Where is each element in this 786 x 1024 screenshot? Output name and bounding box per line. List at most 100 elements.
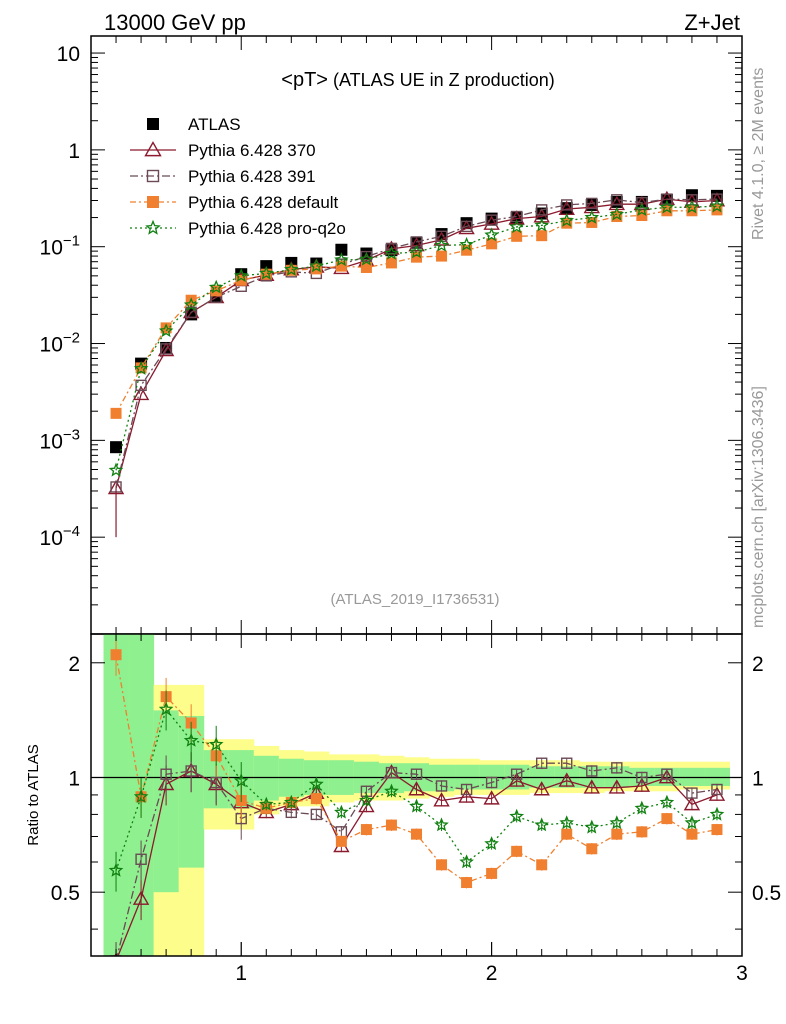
main-y-tick-label: 10−3	[40, 426, 80, 453]
ratio-point-pq2o	[308, 776, 324, 791]
ratio-point-pq2o	[634, 800, 650, 815]
ratio-point-p391	[135, 853, 147, 865]
ratio-point-pq2o	[659, 794, 675, 809]
data-point-p370	[132, 385, 150, 401]
data-point-p391	[661, 193, 673, 205]
legend-label-p370: Pythia 6.428 370	[188, 141, 316, 160]
data-point-pq2o	[709, 198, 725, 213]
ratio-point-p370	[408, 781, 425, 796]
ratio-point-p391	[561, 757, 573, 769]
ratio-point-pdefault	[711, 824, 723, 836]
main-y-tick-exponent: −2	[63, 330, 80, 347]
legend-label-p391: Pythia 6.428 391	[188, 167, 316, 186]
ratio-point-p391	[210, 776, 222, 789]
ratio-point-pq2o	[108, 862, 124, 877]
legend-marker-atlas	[147, 118, 159, 130]
data-point-pdefault	[285, 264, 297, 276]
ratio-point-pq2o	[208, 736, 224, 751]
ratio-point-p391	[385, 766, 398, 779]
data-point-p391	[160, 343, 172, 355]
ratio-point-p391	[435, 780, 448, 792]
ratio-point-pdefault	[661, 813, 673, 825]
ratio-frame	[90, 633, 743, 957]
ratio-point-pdefault	[586, 843, 598, 855]
data-point-pq2o	[559, 212, 575, 227]
ratio-point-pq2o	[534, 817, 550, 832]
data-point-pdefault	[486, 238, 498, 250]
ratio-point-p370	[633, 777, 651, 792]
data-point-pq2o	[534, 217, 550, 232]
ratio-point-pq2o	[459, 854, 474, 869]
ratio-point-p370	[583, 779, 600, 794]
main-data-layer	[107, 189, 726, 538]
data-point-pdefault	[160, 322, 172, 334]
legend: ATLAS Pythia 6.428 370 Pythia 6.428 391 Pyt…	[130, 115, 346, 238]
ratio-point-pq2o	[684, 815, 700, 830]
ratio-y-tick-label-right: 2	[752, 653, 764, 676]
legend-marker-p391	[146, 169, 160, 183]
ratio-point-p370	[608, 779, 626, 794]
data-point-pq2o	[359, 251, 374, 266]
data-point-pdefault	[536, 230, 548, 242]
series-line-p391	[115, 198, 718, 488]
data-point-pq2o	[133, 361, 149, 375]
ratio-point-pdefault	[411, 828, 422, 840]
ratio-point-p370	[508, 772, 525, 787]
data-point-pdefault	[335, 260, 347, 272]
data-point-pq2o	[108, 462, 124, 477]
legend-item-pq2o: Pythia 6.428 pro-q2o	[130, 219, 346, 238]
ratio-point-pq2o	[509, 808, 525, 823]
ratio-point-p391	[160, 768, 172, 780]
main-y-tick-base: 10	[40, 430, 63, 453]
ratio-point-p370	[458, 788, 475, 803]
ratio-y-tick-label-left: 1	[68, 767, 80, 790]
legend-item-p370: Pythia 6.428 370	[130, 141, 316, 160]
ratio-x-tick-label: 1	[235, 962, 247, 985]
ratio-y-tick-label-right: 0.5	[752, 882, 781, 905]
ratio-point-p370	[433, 792, 450, 807]
legend-label-pq2o: Pythia 6.428 pro-q2o	[188, 219, 346, 238]
ratio-point-p370	[132, 890, 150, 905]
data-point-atlas	[635, 195, 648, 208]
legend-item-atlas: ATLAS	[147, 115, 241, 134]
ratio-point-pq2o	[158, 701, 174, 716]
data-point-pq2o	[258, 265, 274, 280]
data-point-atlas	[335, 243, 348, 256]
data-point-pq2o	[208, 279, 224, 294]
legend-label-atlas: ATLAS	[188, 115, 241, 134]
rivet-version-label: Rivet 4.1.0, ≥ 2M events	[750, 68, 767, 240]
ratio-point-pq2o	[384, 783, 399, 798]
data-point-p370	[433, 231, 450, 246]
ratio-point-p391	[711, 783, 723, 796]
data-point-pdefault	[360, 261, 372, 273]
ratio-point-p391	[510, 768, 523, 780]
data-point-pq2o	[609, 206, 625, 221]
data-point-pq2o	[584, 209, 600, 224]
data-point-p391	[485, 214, 498, 226]
data-point-pq2o	[334, 252, 349, 267]
data-point-p370	[157, 341, 175, 357]
ratio-point-p391	[686, 787, 698, 799]
ratio-point-p391	[410, 768, 423, 780]
ratio-point-pq2o	[484, 836, 499, 850]
ratio-y-tick-label-left: 2	[68, 653, 80, 676]
data-point-atlas	[110, 441, 123, 454]
ratio-point-p391	[586, 765, 598, 777]
data-point-pq2o	[158, 323, 174, 338]
ratio-point-pq2o	[133, 789, 149, 803]
data-point-pq2o	[283, 261, 299, 276]
data-point-pq2o	[484, 227, 499, 242]
ratio-point-pdefault	[686, 828, 698, 840]
ratio-point-pdefault	[536, 859, 548, 871]
ratio-panel: 0.5 0.5 1 1 2 2 1 2 3 Ratio to ATLAS	[25, 633, 781, 985]
ratio-point-pq2o	[584, 819, 600, 834]
ratio-point-pdefault	[360, 824, 372, 836]
ratio-point-pq2o	[559, 815, 575, 830]
data-point-pq2o	[384, 245, 399, 260]
ratio-point-pdefault	[561, 828, 573, 840]
data-point-pq2o	[684, 199, 700, 214]
main-y-tick-base: 10	[40, 527, 63, 550]
data-point-p391	[611, 194, 623, 206]
ratio-x-tick-label: 3	[736, 962, 748, 985]
